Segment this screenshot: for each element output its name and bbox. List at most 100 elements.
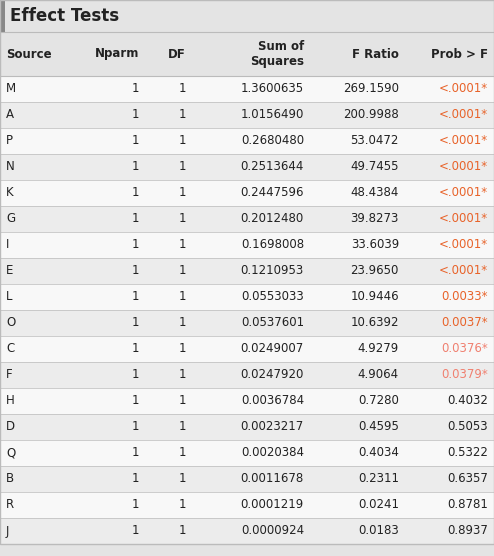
Text: M: M xyxy=(6,82,16,96)
Text: O: O xyxy=(6,316,15,330)
Bar xyxy=(0,232,494,258)
Text: 1: 1 xyxy=(131,499,139,512)
Text: <.0001*: <.0001* xyxy=(439,239,488,251)
Text: <.0001*: <.0001* xyxy=(439,265,488,277)
Text: 1: 1 xyxy=(178,186,186,200)
Text: 53.0472: 53.0472 xyxy=(351,135,399,147)
Bar xyxy=(0,76,494,102)
Bar xyxy=(0,336,494,362)
Bar xyxy=(0,388,494,414)
Text: Sum of
Squares: Sum of Squares xyxy=(250,40,304,68)
Text: 0.0020384: 0.0020384 xyxy=(241,446,304,459)
Text: DF: DF xyxy=(168,47,186,61)
Text: Source: Source xyxy=(6,47,52,61)
Text: 0.2311: 0.2311 xyxy=(358,473,399,485)
Text: 1: 1 xyxy=(178,161,186,173)
Text: 1: 1 xyxy=(178,473,186,485)
Text: E: E xyxy=(6,265,13,277)
Text: 23.9650: 23.9650 xyxy=(351,265,399,277)
Text: 10.9446: 10.9446 xyxy=(350,290,399,304)
Text: C: C xyxy=(6,342,14,355)
Bar xyxy=(0,310,494,336)
Text: 1: 1 xyxy=(178,499,186,512)
Text: 1: 1 xyxy=(131,524,139,538)
Bar xyxy=(0,180,494,206)
Text: 0.0023217: 0.0023217 xyxy=(241,420,304,434)
Text: R: R xyxy=(6,499,14,512)
Text: A: A xyxy=(6,108,14,122)
Text: I: I xyxy=(6,239,9,251)
Text: 0.2680480: 0.2680480 xyxy=(241,135,304,147)
Text: 0.1210953: 0.1210953 xyxy=(241,265,304,277)
Text: 1: 1 xyxy=(178,265,186,277)
Text: 1: 1 xyxy=(131,395,139,408)
Bar xyxy=(0,492,494,518)
Text: Nparm: Nparm xyxy=(95,47,139,61)
Text: 1: 1 xyxy=(131,316,139,330)
Bar xyxy=(0,128,494,154)
Text: 1: 1 xyxy=(178,420,186,434)
Text: F: F xyxy=(6,369,13,381)
Text: 1: 1 xyxy=(178,108,186,122)
Text: <.0001*: <.0001* xyxy=(439,161,488,173)
Text: 0.0011678: 0.0011678 xyxy=(241,473,304,485)
Text: B: B xyxy=(6,473,14,485)
Bar xyxy=(0,362,494,388)
Text: 0.1698008: 0.1698008 xyxy=(241,239,304,251)
Text: 0.0033*: 0.0033* xyxy=(442,290,488,304)
Text: 0.2513644: 0.2513644 xyxy=(241,161,304,173)
Bar xyxy=(0,466,494,492)
Text: 0.0247920: 0.0247920 xyxy=(241,369,304,381)
Text: <.0001*: <.0001* xyxy=(439,135,488,147)
Text: H: H xyxy=(6,395,15,408)
Text: G: G xyxy=(6,212,15,226)
Text: 1: 1 xyxy=(131,135,139,147)
Text: 33.6039: 33.6039 xyxy=(351,239,399,251)
Text: 0.0249007: 0.0249007 xyxy=(241,342,304,355)
Text: 1.3600635: 1.3600635 xyxy=(241,82,304,96)
Text: 1: 1 xyxy=(178,135,186,147)
Bar xyxy=(0,154,494,180)
Text: P: P xyxy=(6,135,13,147)
Text: 0.0000924: 0.0000924 xyxy=(241,524,304,538)
Text: 1: 1 xyxy=(131,369,139,381)
Bar xyxy=(0,518,494,544)
Text: 0.4032: 0.4032 xyxy=(447,395,488,408)
Text: F Ratio: F Ratio xyxy=(352,47,399,61)
Text: Prob > F: Prob > F xyxy=(431,47,488,61)
Text: 10.6392: 10.6392 xyxy=(351,316,399,330)
Text: 1: 1 xyxy=(131,265,139,277)
Text: 0.6357: 0.6357 xyxy=(447,473,488,485)
Text: 0.5053: 0.5053 xyxy=(448,420,488,434)
Text: 1: 1 xyxy=(131,212,139,226)
Text: 48.4384: 48.4384 xyxy=(351,186,399,200)
Text: 1: 1 xyxy=(178,316,186,330)
Text: <.0001*: <.0001* xyxy=(439,82,488,96)
Bar xyxy=(0,0,5,32)
Text: 1: 1 xyxy=(131,290,139,304)
Text: 0.0537601: 0.0537601 xyxy=(241,316,304,330)
Text: 1: 1 xyxy=(131,342,139,355)
Text: 0.0183: 0.0183 xyxy=(358,524,399,538)
Text: 1: 1 xyxy=(131,446,139,459)
Text: L: L xyxy=(6,290,12,304)
Text: 0.0241: 0.0241 xyxy=(358,499,399,512)
Text: 1: 1 xyxy=(131,82,139,96)
Text: Q: Q xyxy=(6,446,15,459)
Text: 1: 1 xyxy=(178,342,186,355)
Text: 1: 1 xyxy=(178,239,186,251)
Text: 1: 1 xyxy=(178,524,186,538)
Bar xyxy=(0,206,494,232)
Bar xyxy=(0,0,494,32)
Text: 1: 1 xyxy=(178,369,186,381)
Text: 0.7280: 0.7280 xyxy=(358,395,399,408)
Text: 1: 1 xyxy=(178,212,186,226)
Text: 0.0553033: 0.0553033 xyxy=(241,290,304,304)
Text: 200.9988: 200.9988 xyxy=(343,108,399,122)
Text: Effect Tests: Effect Tests xyxy=(10,7,119,25)
Text: 0.0379*: 0.0379* xyxy=(441,369,488,381)
Text: 4.9064: 4.9064 xyxy=(358,369,399,381)
Text: <.0001*: <.0001* xyxy=(439,108,488,122)
Text: 0.2447596: 0.2447596 xyxy=(241,186,304,200)
Text: 1: 1 xyxy=(131,239,139,251)
